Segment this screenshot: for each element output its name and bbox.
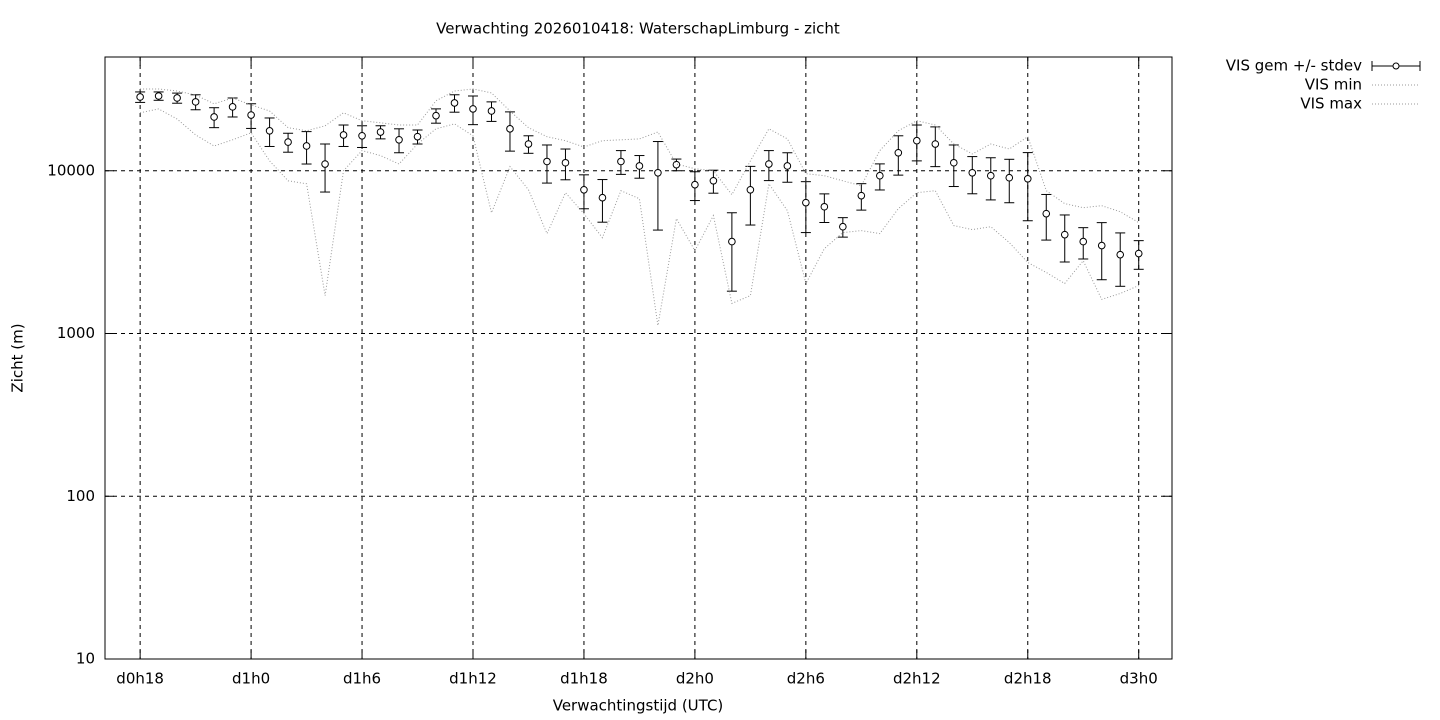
legend-sample — [1392, 62, 1400, 70]
point — [598, 193, 607, 202]
x-tick-label: d1h18 — [560, 670, 608, 688]
point — [728, 237, 736, 246]
point — [284, 138, 292, 146]
point — [820, 202, 829, 211]
x-tick-label: d1h12 — [449, 670, 497, 688]
point — [672, 160, 681, 169]
point — [746, 185, 755, 194]
x-tick-label: d2h18 — [1004, 670, 1052, 688]
point — [302, 142, 311, 150]
x-tick-label: d0h18 — [116, 670, 164, 688]
x-tick-label: d3h0 — [1120, 670, 1158, 688]
point — [802, 198, 810, 207]
x-tick-label: d2h12 — [893, 670, 941, 688]
point — [839, 222, 847, 231]
point — [524, 140, 533, 148]
point — [654, 168, 662, 177]
point — [395, 135, 403, 144]
point — [1116, 250, 1125, 259]
point — [1042, 209, 1051, 218]
point — [691, 180, 699, 189]
point — [1023, 174, 1032, 183]
point — [580, 185, 588, 194]
point — [857, 191, 866, 200]
point — [173, 94, 181, 102]
point — [561, 158, 570, 167]
point — [358, 131, 366, 140]
x-tick-label: d1h0 — [232, 670, 270, 688]
y-tick-label: 10000 — [47, 161, 95, 179]
point — [154, 92, 163, 100]
point — [506, 125, 514, 133]
point — [487, 107, 496, 115]
point — [321, 160, 329, 168]
point — [191, 98, 200, 106]
point — [228, 103, 237, 111]
point — [1134, 249, 1143, 258]
y-tick-label: 10 — [76, 650, 95, 668]
point — [617, 157, 625, 166]
point — [339, 131, 348, 139]
point — [432, 111, 440, 120]
point — [765, 160, 773, 168]
point — [949, 158, 958, 167]
point — [450, 99, 459, 107]
point — [543, 157, 551, 166]
point — [968, 168, 977, 177]
point — [986, 171, 995, 180]
point — [1060, 230, 1069, 239]
point — [635, 162, 644, 170]
line — [139, 108, 1139, 326]
point — [894, 148, 903, 157]
point — [1097, 241, 1106, 250]
x-axis-label: Verwachtingstijd (UTC) — [553, 697, 724, 715]
point — [1005, 173, 1014, 182]
legend-label: VIS gem +/- stdev — [1226, 57, 1362, 75]
point — [783, 162, 792, 170]
x-tick-label: d1h6 — [343, 670, 381, 688]
point — [247, 111, 255, 119]
point — [1079, 237, 1088, 246]
point — [469, 105, 477, 113]
legend-label: VIS max — [1300, 95, 1362, 113]
point — [265, 126, 274, 135]
point — [931, 140, 940, 148]
y-tick-label: 100 — [66, 487, 95, 505]
point — [876, 171, 884, 180]
point — [376, 128, 385, 136]
point — [136, 93, 144, 101]
point — [413, 132, 422, 141]
x-tick-label: d2h6 — [787, 670, 825, 688]
point — [913, 136, 921, 145]
point — [709, 176, 718, 185]
x-tick-label: d2h0 — [676, 670, 714, 688]
point — [210, 113, 218, 121]
legend-label: VIS min — [1305, 76, 1362, 94]
plot-frame — [104, 56, 1173, 660]
chart-title: Verwachting 2026010418: WaterschapLimbur… — [436, 20, 840, 38]
y-axis-label: Zicht (m) — [9, 323, 27, 392]
line — [140, 88, 1139, 224]
y-tick-label: 1000 — [57, 324, 95, 342]
